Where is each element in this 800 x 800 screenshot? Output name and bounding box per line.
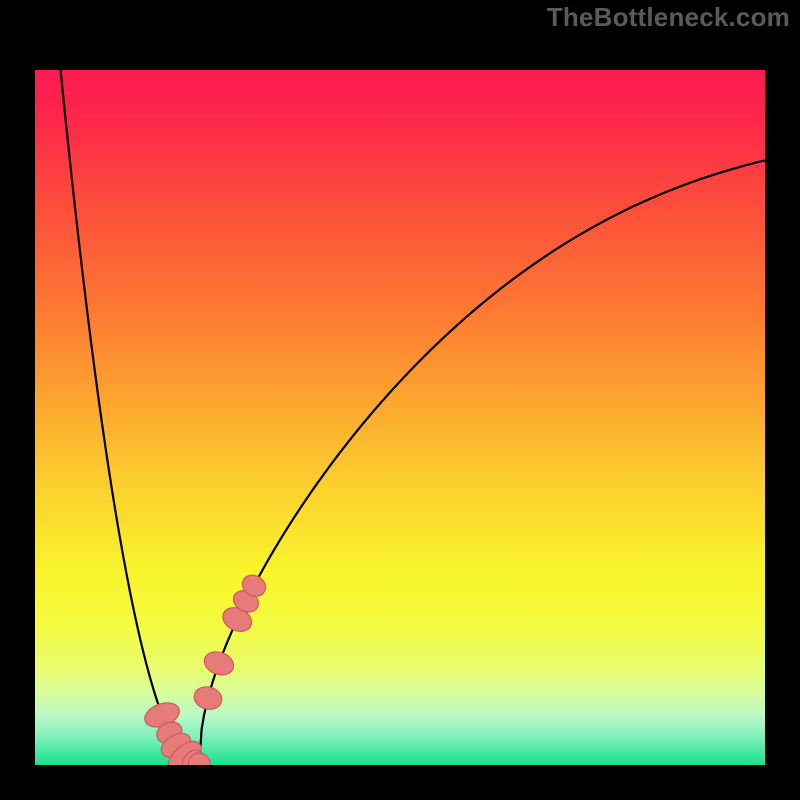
watermark-text: TheBottleneck.com <box>547 2 790 33</box>
chart-plot-area <box>35 70 765 765</box>
chart-svg <box>35 70 765 765</box>
